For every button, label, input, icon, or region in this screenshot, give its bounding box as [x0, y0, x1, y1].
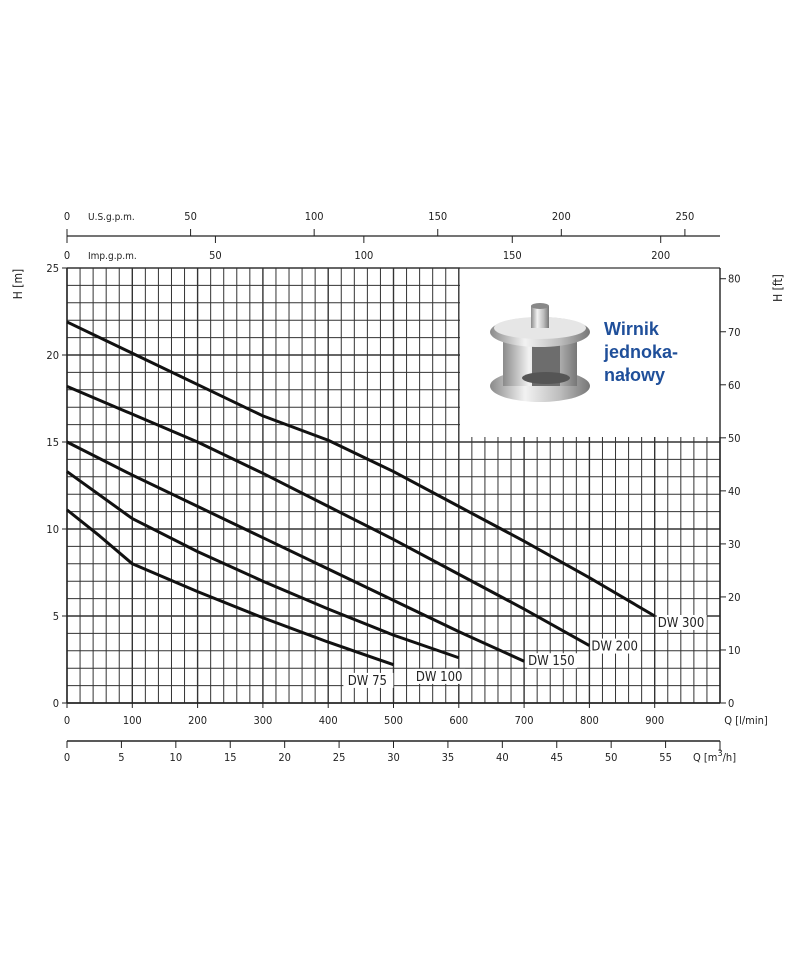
series-label-bg [415, 668, 466, 684]
m3h-tick-label: 0 [64, 751, 70, 764]
usgpm-axis-label: U.S.g.p.m. [88, 212, 135, 223]
inset-caption-line: nałowy [604, 365, 666, 385]
y-tick-label: 25 [46, 262, 59, 275]
m3h-tick-label: 5 [118, 751, 124, 764]
y2-tick-label: 0 [728, 697, 734, 710]
m3h-tick-label: 50 [605, 751, 618, 764]
curve-dw-100 [66, 470, 460, 660]
x-tick-label: 100 [123, 714, 142, 727]
series-label-bg [656, 615, 707, 630]
impgpm-tick-label: 50 [209, 249, 222, 262]
y-tick-label: 10 [46, 523, 59, 536]
series-label-bg [527, 653, 578, 669]
x-tick-label: 800 [580, 714, 599, 727]
x-tick-label: 300 [253, 714, 272, 727]
m3h-tick-label: 45 [550, 751, 563, 764]
curve-dw-300 [66, 320, 656, 618]
usgpm-tick-label: 0 [64, 210, 70, 223]
m3h-tick-label: 20 [278, 751, 291, 764]
impgpm-tick-label: 150 [503, 249, 522, 262]
m3h-tick-label: 25 [333, 751, 346, 764]
x-tick-label: 500 [384, 714, 403, 727]
curve-dw-75 [66, 508, 394, 667]
series-label: DW 75 [348, 674, 387, 689]
usgpm-tick-label: 50 [184, 210, 197, 223]
y-tick-label: 5 [53, 610, 59, 623]
y2-tick-label: 80 [728, 273, 741, 286]
usgpm-tick-label: 100 [305, 210, 324, 223]
m3h-axis-label: Q [m3/h] [693, 749, 736, 764]
m3h-tick-label: 15 [224, 751, 237, 764]
inset-caption-line: jednoka- [604, 342, 679, 362]
series-label-bg [343, 672, 394, 688]
impgpm-tick-label: 0 [64, 249, 70, 262]
x-tick-label: 400 [319, 714, 338, 727]
x-axis-label: Q [l/min] [724, 714, 768, 727]
y2-tick-label: 40 [728, 485, 741, 498]
usgpm-tick-label: 250 [675, 210, 694, 223]
inset-caption-line: Wirnik [604, 319, 659, 339]
x-tick-label: 700 [515, 714, 534, 727]
m3h-tick-label: 40 [496, 751, 509, 764]
x-tick-label: 200 [188, 714, 207, 727]
y2-tick-label: 70 [728, 326, 741, 339]
m3h-tick-label: 10 [170, 751, 183, 764]
m3h-tick-label: 30 [387, 751, 400, 764]
y2-tick-label: 20 [728, 591, 741, 604]
y-tick-label: 15 [46, 436, 59, 449]
y-tick-label: 20 [46, 349, 59, 362]
impeller-photo-icon [490, 303, 590, 402]
y2-tick-label: 10 [728, 644, 741, 657]
usgpm-tick-label: 200 [552, 210, 571, 223]
impgpm-tick-label: 100 [354, 249, 373, 262]
m3h-tick-label: 35 [442, 751, 455, 764]
usgpm-tick-label: 150 [428, 210, 447, 223]
series-label: DW 100 [416, 670, 463, 685]
x-tick-label: 600 [449, 714, 468, 727]
series-label: DW 150 [528, 654, 575, 669]
y2-tick-label: 60 [728, 379, 741, 392]
y2-tick-label: 30 [728, 538, 741, 551]
series-label: DW 200 [591, 640, 638, 655]
y2-tick-label: 50 [728, 432, 741, 445]
x-tick-label: 0 [64, 714, 70, 727]
inset-box [460, 267, 721, 437]
curve-dw-200 [66, 384, 591, 647]
inset-caption: Wirnik jednoka- nałowy [604, 318, 678, 387]
series-label-bg [590, 638, 641, 654]
impgpm-tick-label: 200 [651, 249, 670, 262]
impgpm-axis-label: Imp.g.p.m. [88, 251, 137, 262]
series-label: DW 300 [658, 616, 705, 631]
curve-dw-150 [66, 440, 525, 663]
x-tick-label: 900 [645, 714, 664, 727]
m3h-tick-label: 55 [659, 751, 672, 764]
y-axis-label: H [m] [11, 269, 25, 300]
y2-axis-label: H [ft] [771, 274, 785, 302]
y-tick-label: 0 [53, 697, 59, 710]
